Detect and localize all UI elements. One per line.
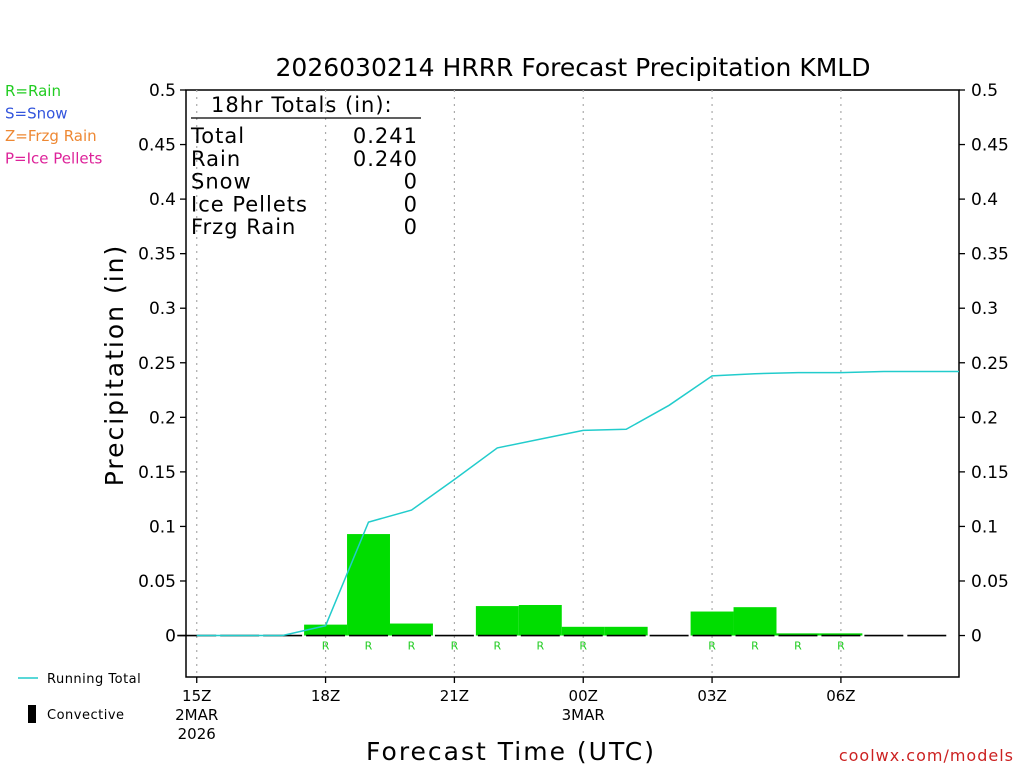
y-tick-label-right: 0.2 — [971, 408, 998, 428]
running-total-line — [196, 370, 959, 637]
precip-bar — [304, 624, 348, 636]
x-tick-label: 18Z — [311, 687, 340, 705]
y-tick-label-left: 0.35 — [138, 245, 176, 265]
precip-type-legend-item: R=Rain — [5, 82, 61, 100]
totals-header: 18hr Totals (in): — [211, 93, 393, 117]
y-tick-label-right: 0 — [971, 627, 982, 647]
totals-row-label: Snow — [191, 170, 252, 194]
precip-bar — [475, 606, 519, 636]
precip-type-legend-item: S=Snow — [5, 105, 68, 123]
x-tick-date-label: 3MAR — [562, 706, 605, 724]
precip-type-letter: R — [708, 640, 716, 653]
bars — [304, 534, 863, 636]
x-tick-label: 03Z — [697, 687, 726, 705]
totals-row-value: 0 — [404, 192, 418, 216]
precip-type-letter: R — [322, 640, 330, 653]
precip-type-letter: R — [365, 640, 373, 653]
x-tick-label: 15Z — [182, 687, 211, 705]
convective-legend-label: Convective — [47, 708, 125, 723]
totals-box: 18hr Totals (in): Total 0.241 Rain 0.240 Sno… — [190, 93, 421, 239]
y-tick-label-left: 0.45 — [138, 136, 176, 156]
y-tick-label-left: 0.5 — [149, 81, 176, 101]
precip-type-letter: R — [794, 640, 802, 653]
y-tick-label-left: 0.4 — [149, 190, 176, 210]
precip-type-letter: R — [408, 640, 416, 653]
y-tick-label-left: 0.1 — [149, 517, 176, 537]
x-tick-label: 21Z — [440, 687, 469, 705]
x-tick-label: 06Z — [826, 687, 855, 705]
totals-row-value: 0.241 — [353, 124, 418, 148]
y-tick-label-left: 0.3 — [149, 299, 176, 319]
y-tick-label-right: 0.5 — [971, 81, 998, 101]
precip-bar — [604, 626, 648, 636]
totals-row-label: Rain — [191, 147, 241, 171]
precip-bar — [561, 626, 605, 636]
y-tick-label-right: 0.35 — [971, 245, 1009, 265]
y-tick-label-left: 0.2 — [149, 408, 176, 428]
y-tick-label-right: 0.15 — [971, 463, 1009, 483]
bottom-legend: Running Total Convective — [18, 672, 141, 723]
precip-type-letter: R — [536, 640, 544, 653]
x-tick-year-label: 2026 — [178, 725, 216, 743]
y-tick-label-right: 0.4 — [971, 190, 998, 210]
y-tick-label-right: 0.25 — [971, 354, 1009, 374]
plot-frame — [185, 89, 960, 678]
y-tick-label-right: 0.3 — [971, 299, 998, 319]
y-axis-ticks: 0 00.05 0.050.1 0.10.15 0.150.2 0.20.25 0.250.… — [138, 81, 1009, 647]
y-tick-label-right: 0.45 — [971, 136, 1009, 156]
watermark: coolwx.com/models — [839, 746, 1014, 765]
precip-type-legend: R=Rain S=Snow Z=Frzg Rain P=Ice Pellets — [5, 82, 102, 168]
precip-bar — [819, 633, 863, 636]
y-tick-label-left: 0 — [165, 627, 176, 647]
precip-type-letter: R — [751, 640, 759, 653]
precip-type-legend-item: Z=Frzg Rain — [5, 127, 97, 145]
y-tick-label-left: 0.15 — [138, 463, 176, 483]
totals-row-label: Total — [190, 124, 245, 148]
y-tick-label-left: 0.05 — [138, 572, 176, 592]
totals-row-label: Ice Pellets — [191, 192, 308, 216]
precip-type-letter: R — [494, 640, 502, 653]
totals-row-label: Frzg Rain — [191, 215, 296, 239]
chart-title: 2026030214 HRRR Forecast Precipitation K… — [276, 53, 871, 82]
precip-bar — [389, 623, 433, 636]
x-tick-label: 00Z — [569, 687, 598, 705]
y-tick-label-left: 0.25 — [138, 354, 176, 374]
totals-row-value: 0 — [404, 170, 418, 194]
grid-lines — [196, 90, 842, 677]
precip-bar — [347, 534, 390, 636]
running-total-legend-label: Running Total — [47, 672, 141, 687]
y-tick-label-right: 0.05 — [971, 572, 1009, 592]
precip-bar — [776, 633, 820, 636]
precip-bar — [518, 604, 562, 636]
totals-row-value: 0 — [404, 215, 418, 239]
precip-bar — [733, 607, 777, 636]
totals-row-value: 0.240 — [353, 147, 418, 171]
precip-type-letter: R — [579, 640, 587, 653]
y-axis-label: Precipitation (in) — [100, 244, 129, 487]
x-tick-date-label: 2MAR — [175, 706, 218, 724]
precip-type-letter: R — [451, 640, 459, 653]
precip-type-legend-item: P=Ice Pellets — [5, 150, 102, 168]
precip-type-letter: R — [837, 640, 845, 653]
precip-bar — [690, 611, 734, 636]
convective-legend-swatch — [28, 705, 36, 723]
running-total-series — [196, 370, 959, 637]
x-axis-label: Forecast Time (UTC) — [366, 737, 656, 766]
y-tick-label-right: 0.1 — [971, 517, 998, 537]
